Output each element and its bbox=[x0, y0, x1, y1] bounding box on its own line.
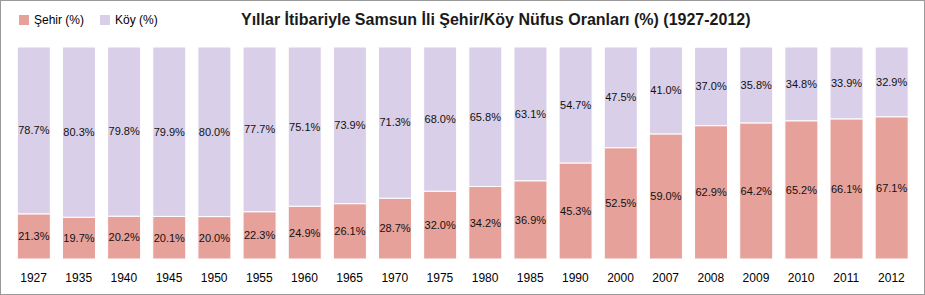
svg-text:1950: 1950 bbox=[201, 271, 228, 285]
svg-text:52.5%: 52.5% bbox=[605, 197, 636, 209]
svg-text:59.0%: 59.0% bbox=[650, 190, 681, 202]
svg-text:54.7%: 54.7% bbox=[560, 99, 591, 111]
svg-text:41.0%: 41.0% bbox=[650, 84, 681, 96]
svg-text:68.0%: 68.0% bbox=[425, 113, 456, 125]
html-text:Köy (%): Köy (%) bbox=[115, 13, 158, 27]
svg-text:80.3%: 80.3% bbox=[63, 126, 94, 138]
svg-text:34.8%: 34.8% bbox=[786, 78, 817, 90]
svg-text:1985: 1985 bbox=[517, 271, 544, 285]
svg-text:78.7%: 78.7% bbox=[18, 124, 49, 136]
svg-text:33.9%: 33.9% bbox=[831, 77, 862, 89]
svg-text:67.1%: 67.1% bbox=[876, 182, 907, 194]
svg-text:2009: 2009 bbox=[743, 271, 770, 285]
svg-text:2007: 2007 bbox=[652, 271, 679, 285]
svg-text:2008: 2008 bbox=[697, 271, 724, 285]
svg-text:32.9%: 32.9% bbox=[876, 76, 907, 88]
svg-text:24.9%: 24.9% bbox=[289, 227, 320, 239]
svg-text:73.9%: 73.9% bbox=[334, 119, 365, 131]
svg-text:1955: 1955 bbox=[246, 271, 273, 285]
svg-text:64.2%: 64.2% bbox=[741, 185, 772, 197]
svg-text:79.9%: 79.9% bbox=[154, 126, 185, 138]
svg-text:1965: 1965 bbox=[336, 271, 363, 285]
svg-text:2000: 2000 bbox=[607, 271, 634, 285]
svg-text:45.3%: 45.3% bbox=[560, 205, 591, 217]
svg-text:26.1%: 26.1% bbox=[334, 225, 365, 237]
svg-text:75.1%: 75.1% bbox=[289, 121, 320, 133]
svg-text:63.1%: 63.1% bbox=[515, 108, 546, 120]
svg-text:37.0%: 37.0% bbox=[695, 80, 726, 92]
svg-text:79.8%: 79.8% bbox=[109, 125, 140, 137]
svg-text:1970: 1970 bbox=[381, 271, 408, 285]
svg-text:21.3%: 21.3% bbox=[18, 230, 49, 242]
svg-text:1940: 1940 bbox=[111, 271, 138, 285]
svg-text:28.7%: 28.7% bbox=[379, 222, 410, 234]
svg-text:2011: 2011 bbox=[833, 271, 859, 285]
svg-text:1975: 1975 bbox=[427, 271, 454, 285]
svg-text:19.7%: 19.7% bbox=[63, 232, 94, 244]
svg-text:65.2%: 65.2% bbox=[786, 184, 817, 196]
svg-text:66.1%: 66.1% bbox=[831, 183, 862, 195]
svg-text:32.0%: 32.0% bbox=[425, 219, 456, 231]
svg-text:1935: 1935 bbox=[65, 271, 92, 285]
svg-text:36.9%: 36.9% bbox=[515, 214, 546, 226]
svg-text:65.8%: 65.8% bbox=[470, 111, 501, 123]
svg-text:20.2%: 20.2% bbox=[109, 231, 140, 243]
html-text:Şehir (%): Şehir (%) bbox=[34, 13, 84, 27]
svg-text:20.1%: 20.1% bbox=[154, 232, 185, 244]
svg-text:62.9%: 62.9% bbox=[695, 186, 726, 198]
svg-text:1990: 1990 bbox=[562, 271, 589, 285]
svg-text:1960: 1960 bbox=[291, 271, 318, 285]
svg-text:1980: 1980 bbox=[472, 271, 499, 285]
svg-text:77.7%: 77.7% bbox=[244, 123, 275, 135]
svg-text:34.2%: 34.2% bbox=[470, 217, 501, 229]
svg-text:22.3%: 22.3% bbox=[244, 229, 275, 241]
html-text:Yıllar İtibariyle Samsun İli Ş: Yıllar İtibariyle Samsun İli Şehir/Köy N… bbox=[241, 11, 751, 28]
svg-text:47.5%: 47.5% bbox=[605, 91, 636, 103]
svg-text:71.3%: 71.3% bbox=[379, 116, 410, 128]
svg-text:2012: 2012 bbox=[878, 271, 905, 285]
svg-text:1927: 1927 bbox=[20, 271, 47, 285]
svg-text:20.0%: 20.0% bbox=[199, 232, 230, 244]
svg-text:80.0%: 80.0% bbox=[199, 126, 230, 138]
svg-text:35.8%: 35.8% bbox=[741, 79, 772, 91]
svg-text:1945: 1945 bbox=[156, 271, 183, 285]
svg-text:2010: 2010 bbox=[788, 271, 815, 285]
